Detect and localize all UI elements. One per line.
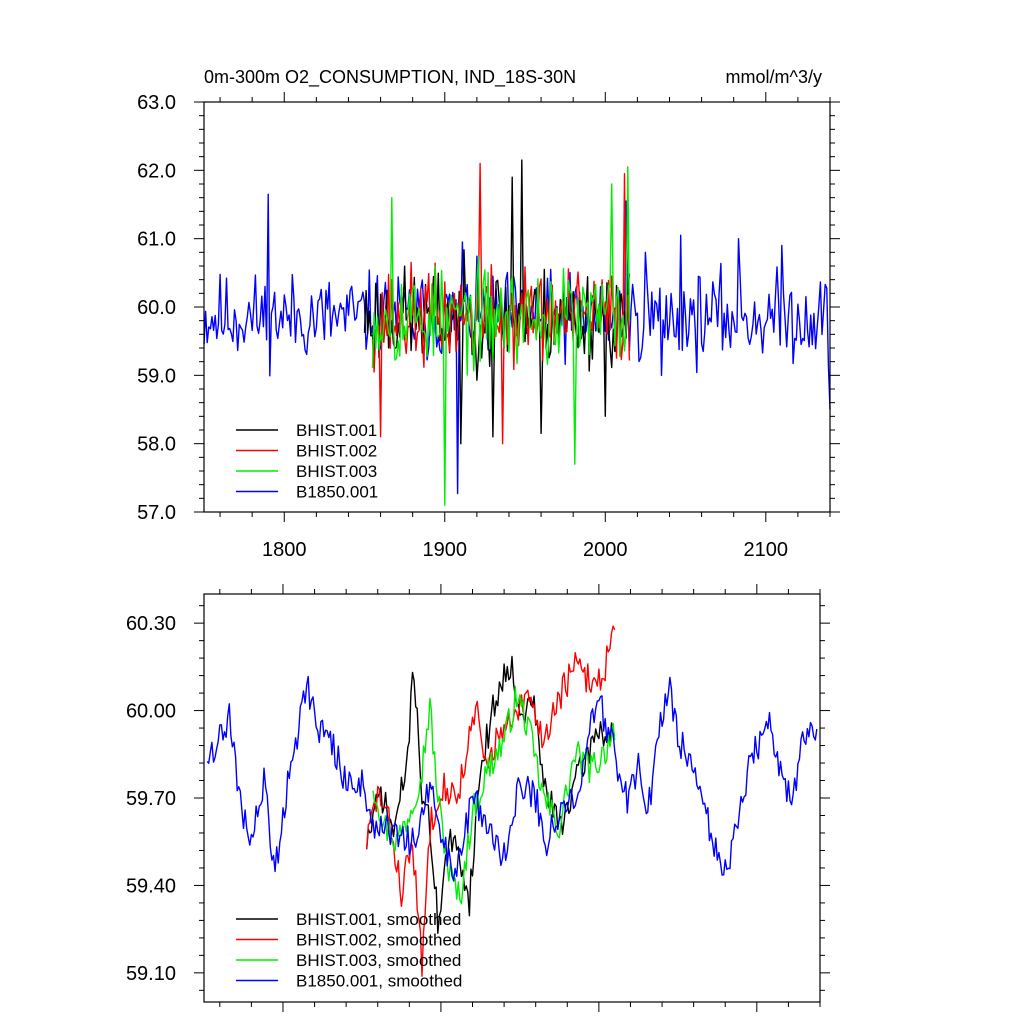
top-panel: 1800 1900 2000 2100 57.0 58.0 59.0 60.0 61.0 62.0… <box>137 67 840 561</box>
y-tick-label: 62.0 <box>137 160 176 182</box>
top-panel-units: mmol/m^3/y <box>726 67 822 87</box>
y-tick-label: 59.10 <box>126 963 176 985</box>
bottom-panel-ticks: 59.10 59.40 59.70 60.00 60.30 <box>126 584 830 1012</box>
y-tick-label: 57.0 <box>137 502 176 524</box>
top-panel-ticks: 1800 1900 2000 2100 57.0 58.0 59.0 60.0 61.0 62.0… <box>137 92 840 561</box>
series-line-b1850-001 <box>203 193 831 495</box>
series-line-bhist-003-smoothed <box>372 685 616 905</box>
bottom-panel-legend: BHIST.001, smoothed BHIST.002, smoothedBH… <box>236 910 462 991</box>
y-tick-label: 58.0 <box>137 434 176 456</box>
top-panel-title: 0m-300m O2_CONSUMPTION, IND_18S-30N <box>204 67 576 88</box>
legend-label-bhist-003: BHIST.003 <box>296 462 377 481</box>
y-tick-label: 59.70 <box>126 788 176 810</box>
x-tick-label: 1800 <box>262 539 307 561</box>
y-tick-label: 60.30 <box>126 613 176 635</box>
legend-label-bhist-002: BHIST.002 <box>296 442 377 461</box>
legend-label-b1850-001: B1850.001 <box>296 483 378 502</box>
series-line-b1850-001-smoothed <box>206 675 818 882</box>
y-tick-label: 60.0 <box>137 297 176 319</box>
bottom-panel: 59.10 59.40 59.70 60.00 60.30 BHIST.001, smo… <box>126 584 830 1012</box>
y-tick-label: 63.0 <box>137 92 176 114</box>
series-line-bhist-001-smoothed <box>366 655 616 934</box>
y-tick-label: 59.0 <box>137 365 176 387</box>
x-tick-label: 1900 <box>423 539 468 561</box>
bottom-panel-series <box>206 625 818 977</box>
top-panel-series <box>203 159 831 506</box>
series-line-bhist-002-smoothed <box>366 625 616 977</box>
legend-label-bhist-002-smoothed: BHIST.002, smoothed <box>296 931 461 950</box>
series-line-bhist-003 <box>371 166 631 506</box>
legend-label-b1850-001-smoothed: B1850.001, smoothed <box>296 972 462 991</box>
legend-label-bhist-001: BHIST.001 <box>296 421 377 440</box>
y-tick-label: 59.40 <box>126 875 176 897</box>
x-tick-label: 2100 <box>744 539 789 561</box>
x-tick-label: 2000 <box>583 539 628 561</box>
y-tick-label: 60.00 <box>126 701 176 723</box>
legend-label-bhist-003-smoothed: BHIST.003, smoothed <box>296 951 461 970</box>
y-tick-label: 61.0 <box>137 229 176 251</box>
legend-label-bhist-001-smoothed: BHIST.001, smoothed <box>296 910 461 929</box>
